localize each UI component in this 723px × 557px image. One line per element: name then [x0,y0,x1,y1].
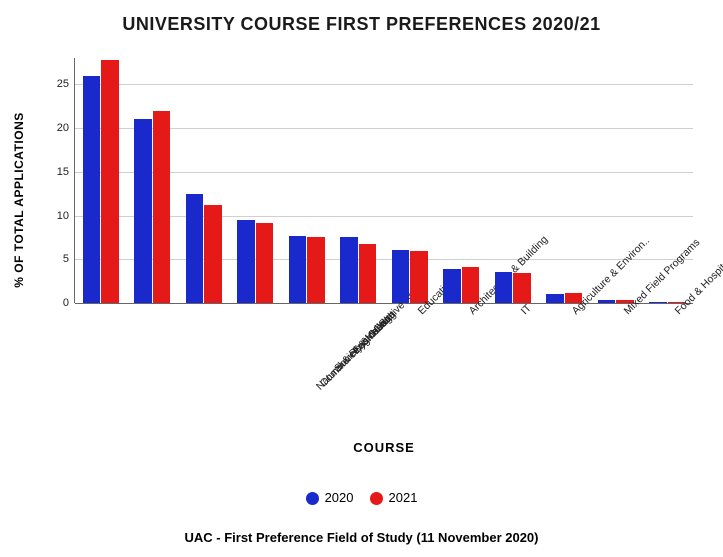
legend: 2020 2021 [0,490,723,505]
bar-2020 [83,76,101,304]
x-tick-label: Education [410,303,424,317]
bar-2020 [340,237,358,303]
legend-label: 2021 [389,490,418,505]
bar-2020 [289,236,307,303]
x-tick-label: Food & Hospitality [667,303,681,317]
x-tick-label: IT [513,303,527,317]
y-tick-label: 20 [57,122,75,134]
bar-2020 [186,194,204,303]
bar-2020 [649,302,667,303]
bar-2020 [495,272,513,303]
bar-2020 [392,250,410,303]
y-tick-label: 15 [57,166,75,178]
bar-2020 [598,300,616,304]
bar-2021 [359,244,377,303]
bar-2021 [153,111,171,303]
legend-item: 2020 [306,490,354,505]
bar-2021 [256,223,274,304]
x-tick-label: Agriculture & Environ.. [564,303,578,317]
legend-swatch [370,492,383,505]
x-tick-label: Architecture & Building [461,303,475,317]
chart-container: { "chart": { "type": "bar", "title": "UN… [0,0,723,557]
bar-2021 [204,205,222,303]
x-tick-label: Mixed Field Programs [616,303,630,317]
chart-caption: UAC - First Preference Field of Study (1… [0,530,723,545]
bar-2020 [546,294,564,303]
plot-area: 0510152025HealthSociety & CultureCommerc… [75,58,693,303]
bar-2021 [513,273,531,303]
x-axis-label: COURSE [75,440,693,455]
bar-2021 [307,237,325,303]
y-tick-label: 25 [57,78,75,90]
legend-label: 2020 [325,490,354,505]
bar-2021 [101,60,119,303]
legend-swatch [306,492,319,505]
bar-2021 [410,251,428,304]
bar-2020 [134,119,152,303]
bar-2020 [237,220,255,303]
y-tick-label: 10 [57,210,75,222]
chart-title: UNIVERSITY COURSE FIRST PREFERENCES 2020… [0,0,723,35]
legend-item: 2021 [370,490,418,505]
y-axis-label: % OF TOTAL APPLICATIONS [12,112,26,288]
bar-2020 [443,269,461,303]
gridline [75,84,693,85]
